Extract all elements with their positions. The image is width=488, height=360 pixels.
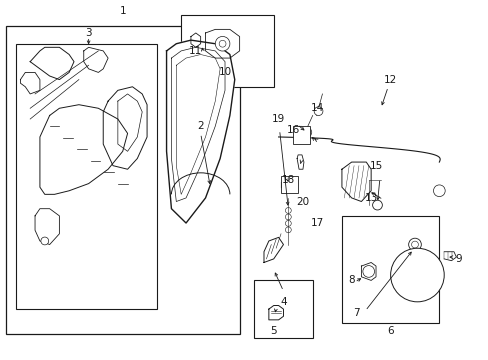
Circle shape <box>313 107 322 116</box>
Text: 3: 3 <box>85 28 92 38</box>
Circle shape <box>433 185 444 197</box>
Circle shape <box>362 266 374 277</box>
Text: 9: 9 <box>455 254 461 264</box>
Circle shape <box>285 220 291 226</box>
Circle shape <box>285 214 291 220</box>
Bar <box>254 280 312 338</box>
Text: 13: 13 <box>364 193 377 203</box>
Bar <box>293 126 309 144</box>
Text: 18: 18 <box>281 175 294 185</box>
Circle shape <box>285 227 291 233</box>
Bar <box>181 15 273 87</box>
Text: 6: 6 <box>386 325 393 336</box>
Text: 14: 14 <box>310 103 324 113</box>
Bar <box>16 44 157 309</box>
Bar <box>6 26 239 334</box>
Text: 19: 19 <box>271 114 285 124</box>
Bar <box>341 216 438 323</box>
Text: 2: 2 <box>197 121 203 131</box>
Circle shape <box>285 208 291 213</box>
Text: 1: 1 <box>119 6 126 17</box>
Polygon shape <box>166 40 234 223</box>
Text: 16: 16 <box>286 125 299 135</box>
Bar <box>281 176 298 193</box>
Circle shape <box>302 127 311 137</box>
Text: 5: 5 <box>270 325 277 336</box>
Circle shape <box>390 248 443 302</box>
Text: 20: 20 <box>296 197 309 207</box>
Text: 10: 10 <box>218 67 231 77</box>
Circle shape <box>408 238 421 251</box>
Text: 12: 12 <box>383 75 396 85</box>
Circle shape <box>215 36 229 51</box>
Text: 17: 17 <box>310 218 324 228</box>
Text: 4: 4 <box>280 297 286 307</box>
Text: 11: 11 <box>189 46 202 56</box>
Text: 15: 15 <box>368 161 382 171</box>
Circle shape <box>372 200 382 210</box>
Circle shape <box>219 40 225 47</box>
Circle shape <box>41 237 49 245</box>
Text: 8: 8 <box>347 275 354 285</box>
Text: 7: 7 <box>352 308 359 318</box>
Circle shape <box>411 241 418 248</box>
